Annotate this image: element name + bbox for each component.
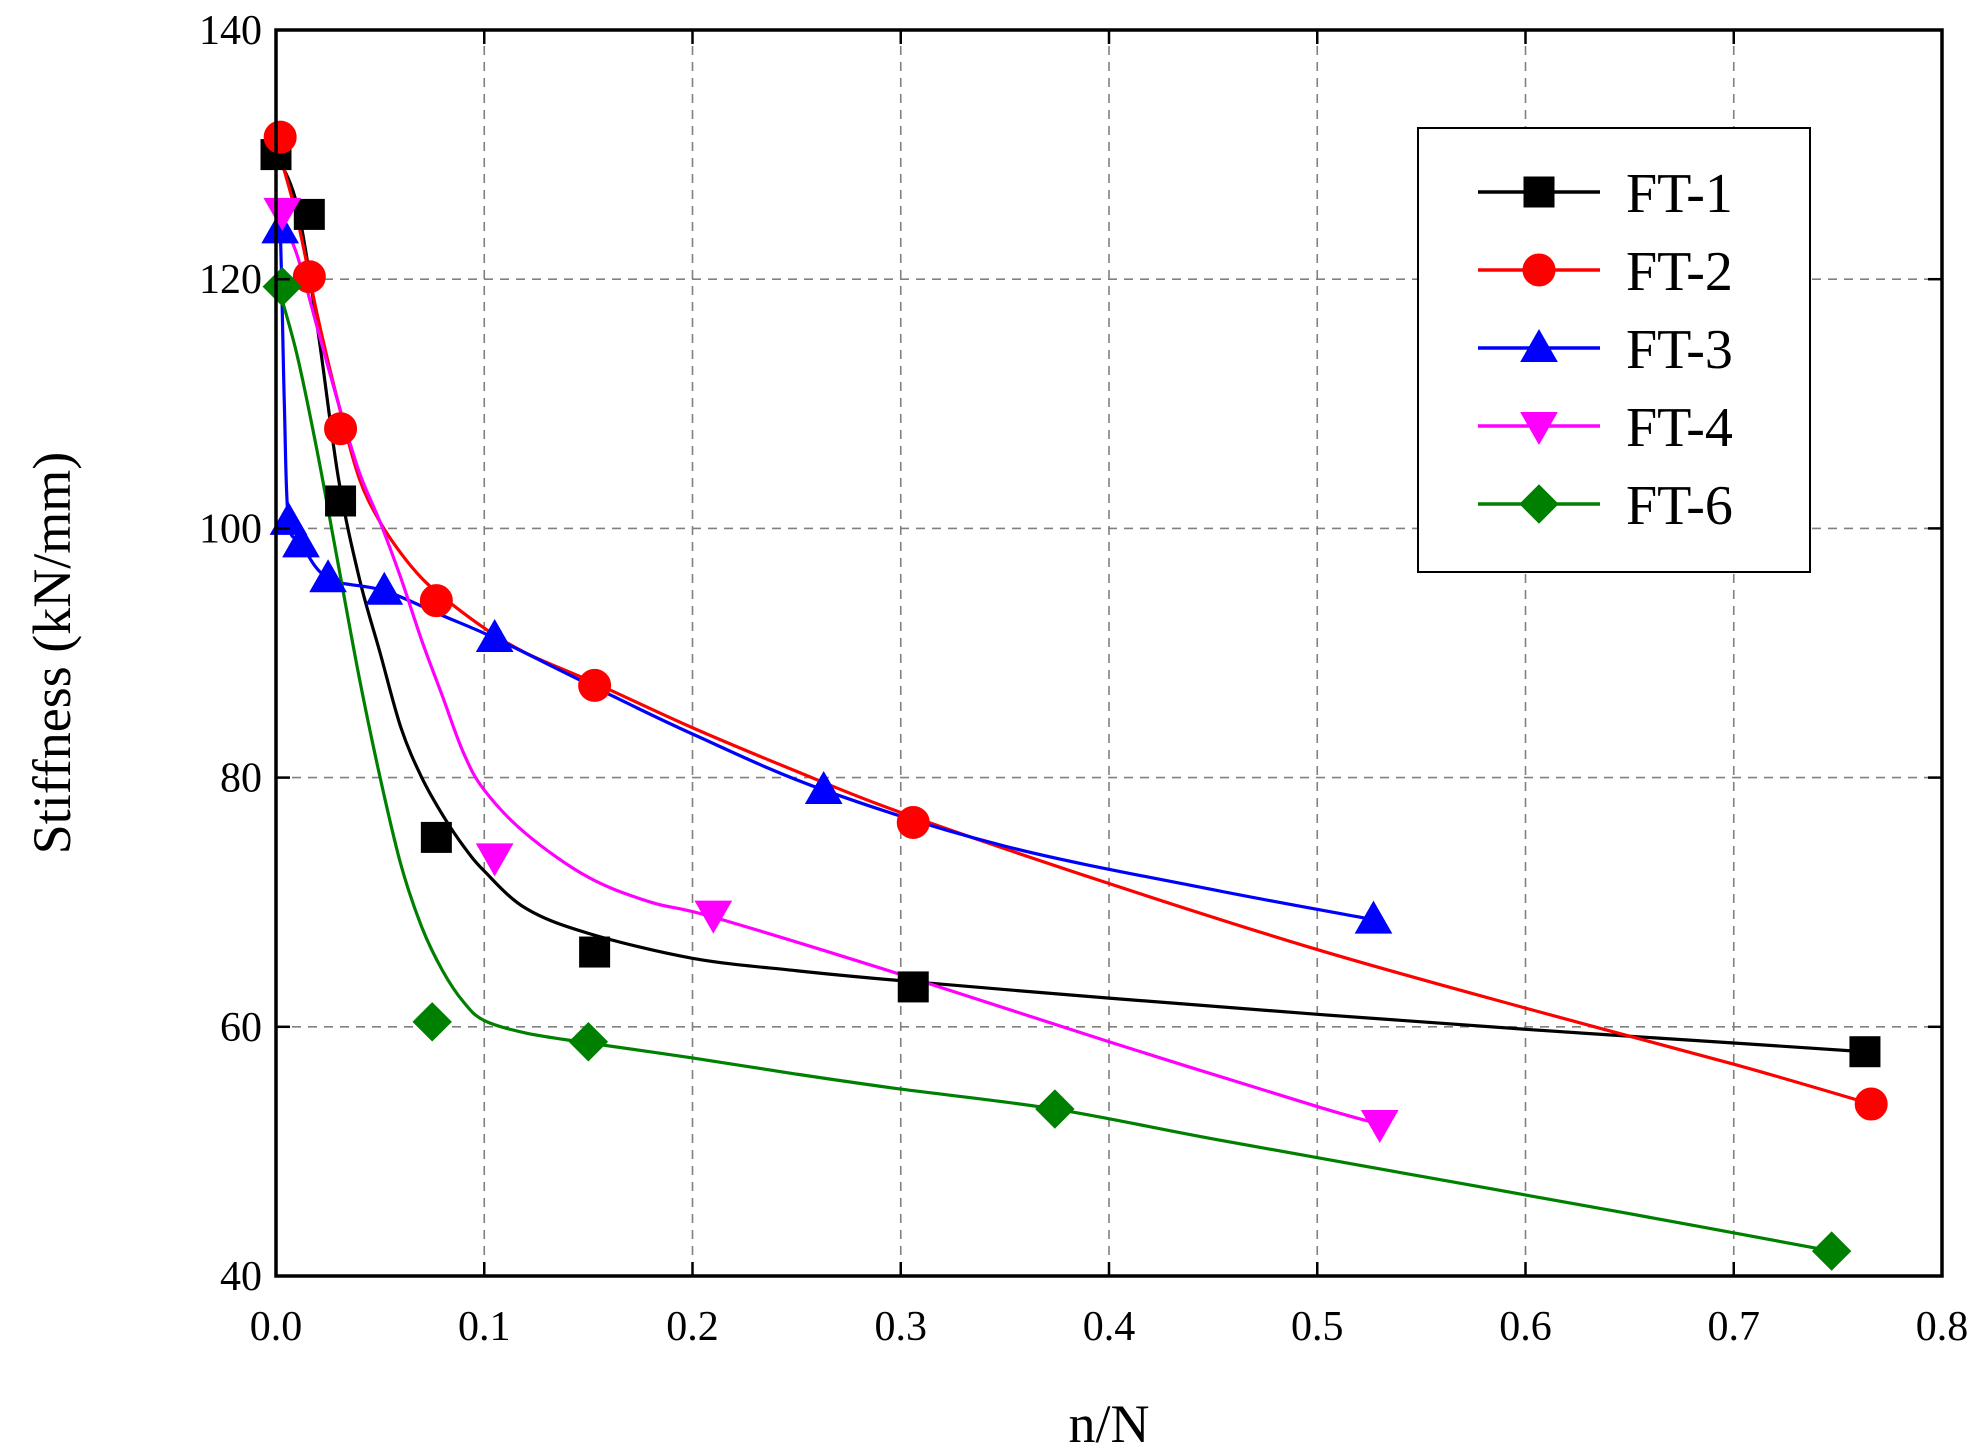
data-point-ft-3 [804,771,843,805]
data-point-ft-3 [365,571,404,605]
data-point-ft-1 [293,198,325,230]
x-tick-label: 0.4 [1083,1304,1136,1350]
data-point-ft-4 [263,197,302,231]
legend-label-ft-3: FT-3 [1626,319,1733,381]
data-point-ft-1 [579,936,611,968]
data-point-ft-1 [420,821,452,853]
x-tick-label: 0.2 [666,1304,719,1350]
data-point-ft-2 [324,412,358,446]
data-point-ft-3 [282,524,320,558]
x-tick-label: 0.0 [250,1304,303,1350]
data-point-ft-2 [263,120,297,154]
legend-label-ft-1: FT-1 [1626,163,1733,225]
x-axis-title: n/N [1069,1394,1150,1450]
legend-label-ft-6: FT-6 [1626,475,1733,537]
legend: FT-1 FT-2 FT-3 FT-4 FT-6 [1417,127,1811,573]
x-tick-label: 0.3 [875,1304,928,1350]
data-point-ft-4 [694,900,733,934]
y-tick-label: 100 [199,506,262,552]
grid-lines [276,30,1942,1276]
y-tick-label: 120 [199,257,262,303]
legend-marker-ft-1 [1523,176,1555,208]
legend-marker-ft-3 [1520,328,1558,362]
legend-marker-ft-2 [1522,253,1556,287]
data-point-ft-6 [568,1022,609,1062]
series-line-ft-6 [274,278,1832,1253]
y-tick-label: 140 [199,8,262,54]
y-tick-label: 60 [220,1005,262,1051]
data-point-ft-6 [1035,1089,1075,1129]
x-tick-label: 0.6 [1499,1304,1552,1350]
data-point-ft-3 [475,619,514,653]
data-point-ft-2 [578,668,612,702]
legend-label-ft-2: FT-2 [1626,241,1733,303]
data-point-ft-1 [1849,1036,1881,1068]
data-point-ft-3 [1354,900,1393,934]
data-point-ft-4 [1360,1109,1399,1143]
data-point-ft-1 [897,971,929,1003]
x-tick-label: 0.8 [1916,1304,1969,1350]
data-point-ft-3 [269,501,308,535]
data-point-ft-1 [325,485,357,517]
data-point-ft-2 [419,584,453,618]
data-point-ft-2 [292,260,326,294]
legend-marker-ft-6 [1519,484,1559,524]
data-point-ft-6 [412,1002,452,1042]
x-tick-label: 0.7 [1708,1304,1761,1350]
y-tick-label: 80 [220,756,262,802]
axis-ticks [274,28,1944,1278]
data-point-ft-2 [1854,1087,1888,1121]
legend-box [1417,127,1811,573]
legend-label-ft-4: FT-4 [1626,397,1733,459]
data-point-ft-6 [262,266,302,307]
data-point-ft-6 [1811,1231,1852,1271]
y-axis-title: Stiffness (kN/mm) [22,452,82,855]
y-tick-labels: 40 60 80 100 120 140 [199,8,262,1300]
y-tick-label: 40 [220,1254,262,1300]
legend-marker-ft-4 [1520,412,1558,446]
x-tick-label: 0.1 [458,1304,511,1350]
data-point-ft-2 [896,805,930,839]
x-tick-label: 0.5 [1291,1304,1344,1350]
data-point-ft-3 [309,559,347,593]
data-point-ft-4 [475,843,514,877]
x-tick-labels: 0.0 0.1 0.2 0.3 0.4 0.5 0.6 0.7 0.8 [250,1304,1969,1350]
